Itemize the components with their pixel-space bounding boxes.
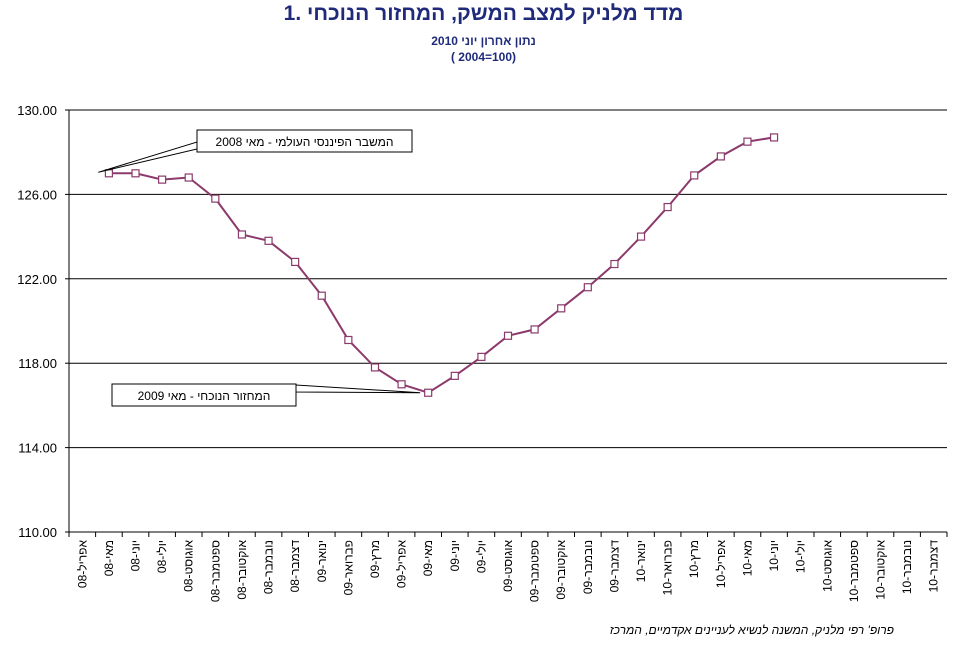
x-tick-label: יולי-08 [155,540,169,573]
data-point [317,291,326,300]
data-point [716,152,725,161]
y-tick-label: 118.00 [18,356,57,371]
data-point [663,202,672,212]
x-tick-label: ספטמבר-09 [528,540,542,602]
x-tick-label: ינואר-10 [634,540,648,582]
annotation-layer: המשבר הפיננסי העולמי - מאי 2008 המחזור הנ… [98,129,421,407]
callout-label: המחזור הנוכחי - מאי 2009 [138,389,271,403]
x-tick-label: מרץ-09 [368,540,382,578]
x-tick-label: דצמבר-09 [607,540,621,593]
source-footer: פרופ' רפי מלניק, המשנה לנשיא לעניינים אק… [609,623,894,637]
x-tick-label: יולי-10 [794,540,808,573]
x-tick-label: נובמבר-09 [581,540,595,594]
x-tick-label: ינואר-09 [315,540,329,582]
x-tick-label: אוקטובר-08 [235,540,249,600]
y-tick-label: 110.00 [18,525,57,540]
data-point [450,371,459,380]
callout-pointer [98,141,198,173]
data-point [237,230,247,239]
x-tick-label: פברואר-09 [341,540,355,595]
data-point [636,232,646,241]
callout-box [196,129,413,153]
x-tick-label: יוני-08 [129,540,143,571]
data-point [557,304,566,313]
data-point [530,325,539,334]
x-tick-label: יולי-09 [474,540,488,573]
x-tick-label: אוקטובר-09 [554,540,568,600]
x-tick-label: דצמבר-10 [927,540,941,593]
data-point [769,133,779,142]
data-point [503,331,513,340]
data-point [690,171,699,180]
x-tick-label: אפריל-10 [714,540,728,589]
y-tick-label: 126.00 [17,187,57,202]
data-point [370,363,380,372]
data-point [344,335,353,345]
y-tick-label: 114.00 [18,441,57,456]
x-tick-label: דצמבר-08 [288,540,302,593]
data-point [131,169,140,178]
data-point [397,380,406,389]
callout-box [111,383,297,407]
data-point [184,173,193,182]
data-point [211,194,220,203]
x-tick-label: מרץ-10 [687,540,701,578]
x-tick-label: אפריל-08 [75,540,89,589]
x-tick-label: יוני-09 [448,540,462,571]
x-tick-label: ספטמבר-08 [208,540,222,602]
x-tick-label: מאי-08 [102,540,116,576]
x-tick-label: אוגוסט-10 [820,540,834,592]
data-point [583,283,592,292]
x-tick-label: נובמבר-08 [262,540,276,594]
x-tick-label: אוגוסט-09 [501,540,515,592]
y-tick-label: 130.00 [17,103,57,118]
x-tick-label: פברואר-10 [661,540,675,595]
x-tick-label: יוני-10 [767,540,781,571]
x-tick-label: מאי-09 [421,540,435,576]
data-point [743,137,752,146]
chart-subtitle-base: ( 2004=100) [450,50,517,64]
x-tick-label: ספטמבר-10 [847,540,861,602]
x-tick-label: נובמבר-10 [900,540,914,594]
data-point [610,259,619,269]
series-layer [104,133,779,397]
series-line [108,136,775,394]
callout-label: המשבר הפיננסי העולמי - מאי 2008 [216,135,394,149]
data-point [291,257,300,267]
x-tick-label: אפריל-09 [395,540,409,589]
x-tick-label: מאי-10 [740,540,754,576]
data-point [477,352,486,361]
chart-title: 1. מדד מלניק למצב המשק, המחזור הנוכחי [283,2,684,25]
data-point [264,236,273,245]
x-tick-label: אוקטובר-10 [873,540,887,600]
data-point [158,175,167,184]
data-point [424,388,433,397]
grid-layer [69,109,947,533]
x-tick-label: אוגוסט-08 [182,540,196,592]
axis-layer: 110.00 114.00 118.00 122.00 126.00 130.00 אפרי… [17,103,948,602]
chart-subtitle-last-data: נתון אחרון יוני 2010 [431,34,536,48]
y-tick-label: 122.00 [17,272,57,287]
